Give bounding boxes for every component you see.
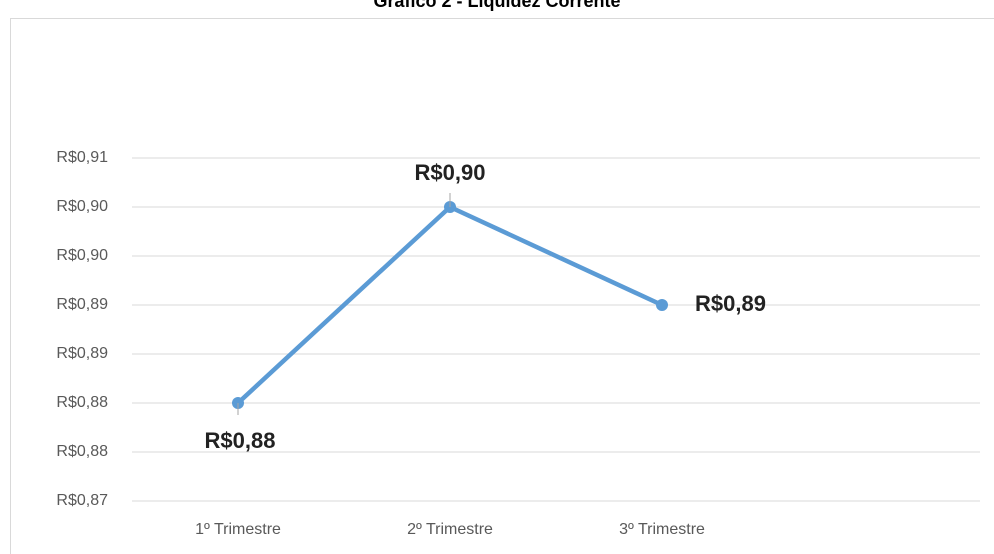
x-tick-label: 2º Trimestre xyxy=(407,521,493,538)
y-tick-label: R$0,88 xyxy=(56,394,108,411)
chart-border xyxy=(10,18,994,554)
data-label: R$0,90 xyxy=(415,160,486,185)
x-tick-label: 3º Trimestre xyxy=(619,521,705,538)
x-tick-label: 1º Trimestre xyxy=(195,521,281,538)
y-tick-label: R$0,90 xyxy=(56,247,108,264)
data-label: R$0,88 xyxy=(205,428,276,453)
y-tick-label: R$0,87 xyxy=(56,492,108,509)
y-tick-label: R$0,88 xyxy=(56,443,108,460)
data-label: R$0,89 xyxy=(695,291,766,316)
point xyxy=(656,299,668,311)
chart-title: Gráfico 2 - Liquidez Corrente xyxy=(373,0,620,11)
y-tick-label: R$0,91 xyxy=(56,149,108,166)
y-tick-label: R$0,89 xyxy=(56,345,108,362)
y-tick-label: R$0,89 xyxy=(56,296,108,313)
y-tick-label: R$0,90 xyxy=(56,198,108,215)
